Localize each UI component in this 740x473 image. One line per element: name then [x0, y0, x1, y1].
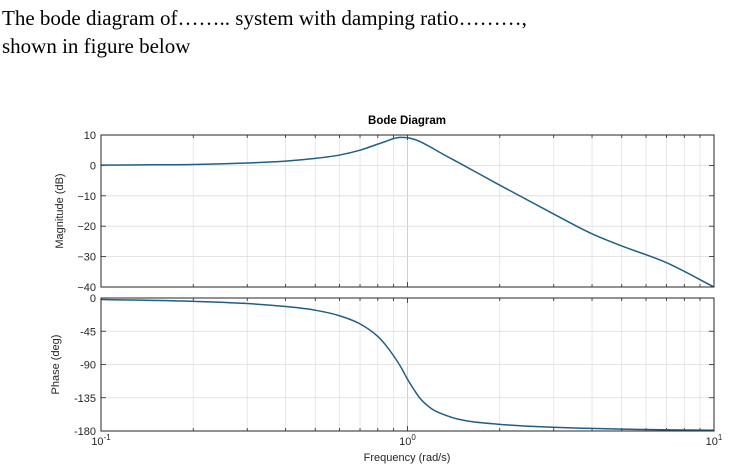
y-tick-label: −30 [77, 252, 96, 264]
y-tick-label: -90 [80, 360, 96, 372]
question-line-2: shown in figure below [2, 34, 191, 58]
y-tick-label: 10 [84, 130, 96, 142]
x-axis-label: Frequency (rad/s) [364, 452, 451, 464]
y-tick-label: -45 [80, 326, 96, 338]
y-axis-label: Phase (deg) [50, 335, 62, 395]
y-tick-label: −40 [77, 282, 96, 294]
y-tick-label: -180 [74, 426, 96, 438]
x-tick-label: 10-1 [91, 433, 111, 448]
y-tick-label: 0 [90, 293, 96, 305]
y-tick-label: −20 [77, 221, 96, 233]
magnitude-curve [100, 136, 715, 288]
y-axis-label: Magnitude (dB) [54, 173, 66, 248]
chart-title: Bode Diagram [368, 115, 446, 127]
y-tick-label: -135 [74, 393, 96, 405]
x-tick-label: 100 [399, 433, 416, 448]
question-text: The bode diagram of…….. system with damp… [2, 4, 732, 60]
y-tick-label: −10 [77, 191, 96, 203]
phase-curve [100, 298, 715, 432]
question-line-1: The bode diagram of…….. system with damp… [2, 6, 527, 30]
y-tick-label: 0 [90, 160, 96, 172]
axes-frame [100, 297, 715, 432]
x-tick-label: 101 [706, 433, 723, 448]
phase-panel: 0 -45 -90 -135 -180 Phase (deg) [50, 293, 715, 438]
x-tick-labels: 10-1 100 101 [91, 433, 723, 448]
magnitude-panel: 10 0 −10 −20 −30 −40 Magnitude (dB) [54, 130, 715, 294]
axes-frame [100, 134, 715, 288]
